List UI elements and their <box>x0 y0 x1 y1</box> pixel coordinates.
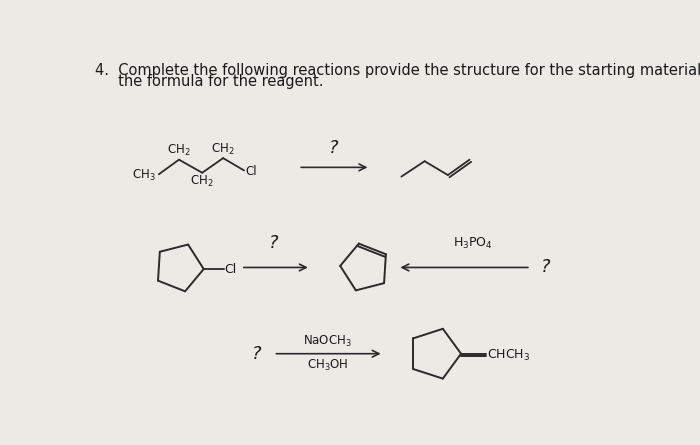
Text: CH$_2$: CH$_2$ <box>167 143 190 158</box>
Text: the formula for the reagent.: the formula for the reagent. <box>95 74 323 89</box>
Text: CHCH$_3$: CHCH$_3$ <box>486 348 530 363</box>
Text: Cl: Cl <box>246 165 257 178</box>
Text: H$_3$PO$_4$: H$_3$PO$_4$ <box>454 235 494 251</box>
Text: ?: ? <box>269 234 279 252</box>
Text: ?: ? <box>252 345 261 363</box>
Text: NaOCH$_3$: NaOCH$_3$ <box>303 334 352 349</box>
Text: CH$_3$OH: CH$_3$OH <box>307 357 349 372</box>
Text: CH$_2$: CH$_2$ <box>190 174 214 190</box>
Text: ?: ? <box>329 138 339 157</box>
Text: CH$_2$: CH$_2$ <box>211 142 235 157</box>
Text: Cl: Cl <box>225 263 237 275</box>
Text: CH$_3$: CH$_3$ <box>132 168 155 183</box>
Text: ?: ? <box>541 259 550 276</box>
Text: 4.  Complete the following reactions provide the structure for the starting mate: 4. Complete the following reactions prov… <box>95 63 700 78</box>
